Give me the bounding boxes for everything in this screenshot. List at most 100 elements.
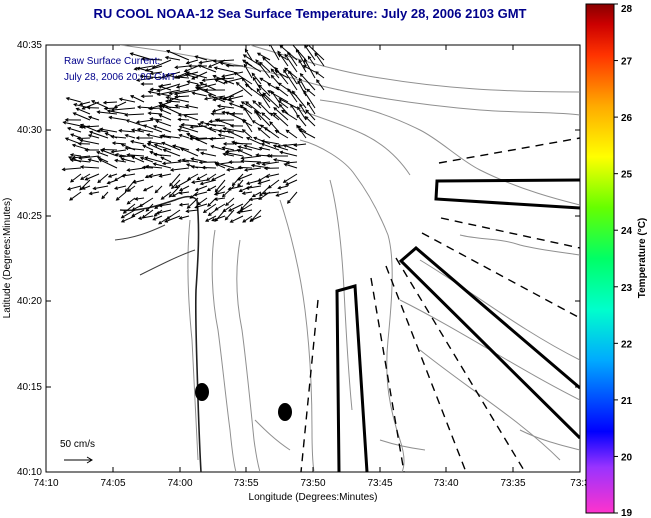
coastline bbox=[139, 249, 196, 276]
current-vector bbox=[183, 114, 199, 121]
current-vector bbox=[96, 156, 109, 163]
current-vector bbox=[249, 215, 262, 222]
x-tick-label: 73:55 bbox=[233, 478, 258, 489]
plot-frame bbox=[45, 44, 581, 473]
current-vector bbox=[177, 128, 190, 133]
current-vector bbox=[217, 129, 235, 133]
current-vector bbox=[245, 101, 262, 115]
dashed-line bbox=[440, 217, 580, 249]
current-vector bbox=[222, 152, 235, 157]
current-vector bbox=[181, 158, 199, 163]
y-axis: 40:35 40:30 40:25 40:20 40:15 40:10 bbox=[17, 40, 580, 478]
current-vector bbox=[277, 50, 289, 67]
current-vector bbox=[211, 215, 226, 222]
current-vector bbox=[314, 71, 325, 79]
current-vector bbox=[268, 154, 289, 158]
current-vector bbox=[185, 71, 208, 79]
current-vector bbox=[211, 107, 226, 113]
colorbar-tick-label: 23 bbox=[621, 283, 633, 294]
current-vector bbox=[175, 83, 190, 89]
current-vector bbox=[251, 191, 262, 198]
current-vector bbox=[139, 74, 163, 79]
current-vector bbox=[272, 144, 289, 151]
current-vector bbox=[258, 84, 271, 97]
current-vector bbox=[299, 103, 307, 115]
current-vector bbox=[174, 65, 190, 70]
current-vector bbox=[158, 114, 172, 121]
current-vector bbox=[107, 173, 118, 178]
current-vector bbox=[96, 129, 109, 133]
contour-line bbox=[254, 419, 291, 451]
current-vector bbox=[137, 215, 154, 220]
current-vector bbox=[62, 120, 82, 127]
current-vector bbox=[255, 59, 271, 79]
current-vector bbox=[212, 74, 235, 85]
current-vector bbox=[66, 126, 82, 133]
current-vector bbox=[224, 151, 244, 157]
current-vector bbox=[187, 64, 208, 68]
current-vector bbox=[72, 112, 91, 121]
current-vector bbox=[65, 96, 82, 103]
current-vector bbox=[262, 191, 280, 196]
current-vector bbox=[287, 88, 298, 103]
current-vector bbox=[210, 111, 226, 116]
current-vector bbox=[225, 111, 244, 121]
current-vector bbox=[214, 161, 235, 169]
current-vector bbox=[278, 98, 298, 109]
current-vector bbox=[158, 203, 172, 208]
current-vector bbox=[120, 209, 136, 219]
current-vector bbox=[142, 144, 154, 151]
current-vector bbox=[222, 142, 235, 146]
scale-label: 50 cm/s bbox=[60, 439, 95, 450]
current-vector bbox=[144, 173, 154, 179]
current-vector bbox=[198, 59, 217, 65]
current-vector bbox=[296, 124, 307, 139]
contour-line bbox=[236, 239, 261, 472]
current-vector bbox=[206, 185, 217, 192]
current-vector bbox=[153, 143, 172, 151]
y-tick-label: 40:30 bbox=[17, 125, 42, 136]
coastline bbox=[119, 195, 202, 472]
current-vector bbox=[147, 106, 163, 111]
current-vector bbox=[209, 137, 226, 141]
current-vector bbox=[197, 64, 217, 73]
current-vector bbox=[61, 167, 82, 172]
current-vector bbox=[216, 104, 235, 109]
current-vector bbox=[135, 119, 154, 124]
current-vector bbox=[152, 215, 163, 221]
current-vector bbox=[130, 139, 145, 145]
current-vector bbox=[191, 71, 208, 80]
current-vector bbox=[297, 80, 307, 97]
current-vector bbox=[126, 197, 136, 205]
current-vector bbox=[140, 82, 154, 86]
current-vector bbox=[252, 100, 262, 109]
current-vector bbox=[88, 191, 100, 196]
current-vector bbox=[124, 179, 136, 193]
current-vector bbox=[232, 141, 253, 146]
current-vector bbox=[155, 209, 172, 215]
current-vector bbox=[242, 215, 253, 223]
current-vector bbox=[84, 173, 100, 181]
current-vector bbox=[92, 185, 109, 191]
current-vector bbox=[145, 203, 154, 212]
current-vector bbox=[180, 147, 199, 157]
x-axis-label: Longitude (Degrees:Minutes) bbox=[249, 492, 378, 503]
current-vector bbox=[140, 57, 163, 61]
current-vector bbox=[264, 173, 280, 179]
current-vector bbox=[251, 72, 262, 85]
current-vector bbox=[191, 179, 208, 184]
colorbar-tick-label: 21 bbox=[621, 396, 633, 407]
colorbar-tick-label: 20 bbox=[621, 452, 633, 463]
dashed-line bbox=[370, 277, 405, 472]
current-vector bbox=[243, 144, 262, 151]
current-vector bbox=[259, 185, 271, 197]
current-vector bbox=[115, 191, 127, 201]
contour-line bbox=[211, 229, 237, 472]
current-vector bbox=[135, 136, 154, 140]
current-vector bbox=[174, 179, 190, 189]
current-vector bbox=[110, 134, 127, 139]
current-vector bbox=[96, 150, 109, 157]
current-vector bbox=[177, 117, 190, 122]
current-vector bbox=[231, 111, 244, 116]
